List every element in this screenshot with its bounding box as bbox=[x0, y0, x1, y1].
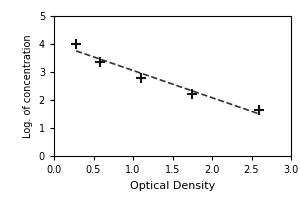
X-axis label: Optical Density: Optical Density bbox=[130, 181, 215, 191]
Y-axis label: Log. of concentration: Log. of concentration bbox=[23, 34, 33, 138]
